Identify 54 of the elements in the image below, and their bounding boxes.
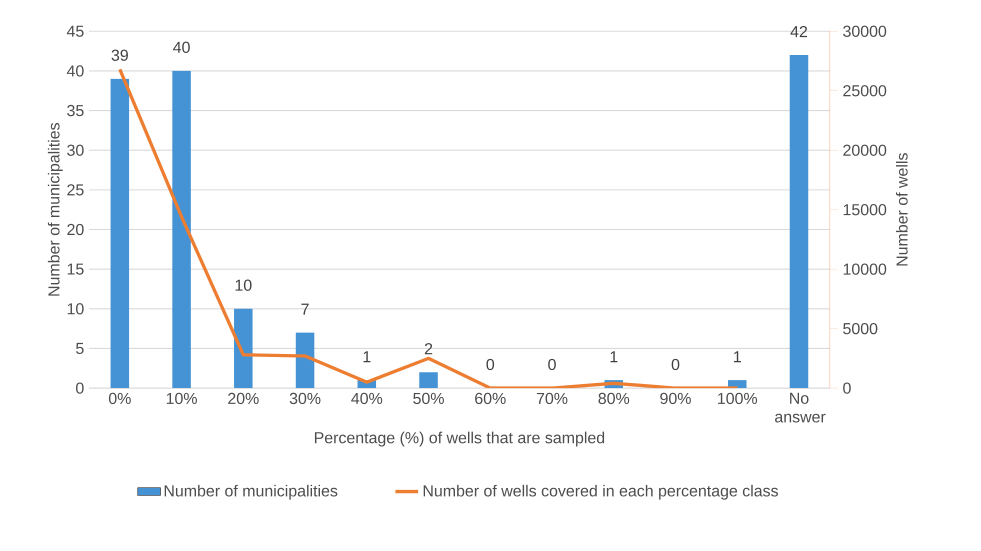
data-label: 0 [548,358,556,370]
x-tick-label: 40% [351,392,382,404]
legend-label: Number of municipalities [164,484,338,500]
x-tick-label: 100% [718,392,758,404]
y-tick-label: 10 [68,303,84,314]
y2-tick-label: 25000 [843,85,886,96]
y2-tick-label: 5000 [843,322,878,334]
data-label: 0 [486,358,494,370]
data-label: 7 [301,304,309,315]
data-label: 1 [364,351,370,362]
data-label: 1 [734,351,741,362]
bar [790,55,808,388]
y-tick-label: 15 [68,264,84,275]
y2-tick-label: 0 [843,382,851,394]
x-tick-label: 60% [475,392,506,404]
x-axis-title: Percentage (%) of wells that are sampled [314,432,604,447]
x-tick-label: 0% [108,392,131,404]
y2-axis-title: Number of wells [896,153,908,266]
x-tick-label: 10% [166,392,197,404]
data-label: 10 [236,280,252,291]
y2-tick-label: 30000 [843,26,886,37]
data-label: 39 [112,50,128,61]
bar [234,308,253,388]
x-tick-label: No answer [775,392,826,423]
bar [419,372,438,388]
y-tick-label: 20 [67,224,84,236]
y-tick-label: 40 [66,65,84,77]
x-tick-label: 50% [413,392,444,404]
bar [296,332,314,388]
y2-tick-label: 10000 [844,264,886,275]
y-tick-label: 25 [67,184,84,196]
x-tick-label: 30% [290,392,320,404]
y-tick-label: 30 [67,144,84,156]
y-tick-label: 0 [76,382,84,394]
x-tick-label: 70% [536,392,568,404]
data-label: 0 [672,358,680,370]
x-tick-label: 20% [228,392,259,404]
y-tick-label: 35 [67,104,84,116]
bar [728,380,746,388]
legend-label: Number of wells covered in each percentage class [424,484,778,500]
y-axis-title: Number of municipalities [48,123,63,296]
y2-tick-label: 20000 [843,144,886,156]
y2-tick-label: 15000 [844,204,886,216]
data-label: 2 [424,343,432,354]
y-tick-label: 5 [76,342,84,354]
x-tick-label: 90% [660,392,691,404]
data-label: 42 [790,26,808,38]
line-series [118,68,739,388]
data-label: 1 [610,351,618,362]
y-tick-label: 45 [66,26,84,37]
x-tick-label: 80% [598,392,630,404]
data-label: 40 [173,42,190,53]
bar [110,78,130,388]
bar [172,70,191,388]
